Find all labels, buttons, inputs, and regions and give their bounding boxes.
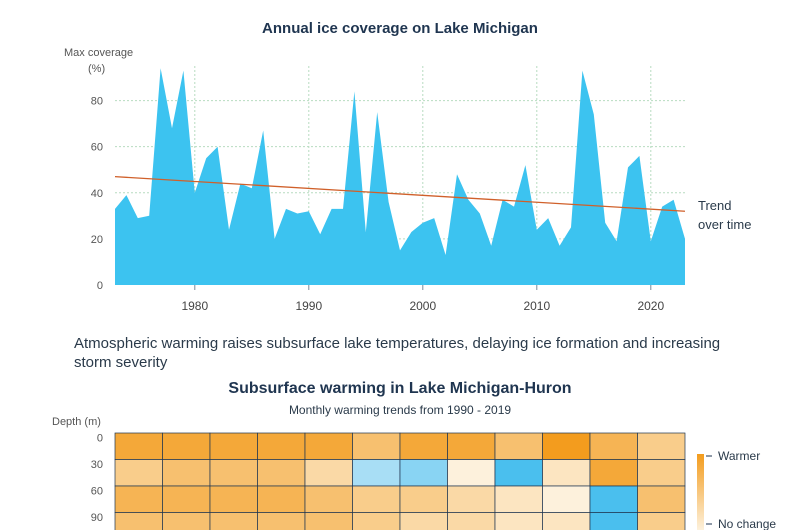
heatmap-cell [209, 459, 258, 487]
heatmap-cell [637, 512, 686, 530]
ice-y-tick-label: 60 [91, 142, 103, 154]
heatmap-cell [447, 432, 496, 460]
heatmap-cell [494, 432, 543, 460]
heatmap-cell [114, 512, 163, 530]
ice-ylabel-line1: Max coverage [64, 47, 133, 59]
heatmap-cell [542, 459, 591, 487]
subsurface-heatmap: Depth (m) 0 30 60 90 Warmer No change [52, 416, 776, 530]
heatmap-cell [447, 459, 496, 487]
ice-y-tick-label: 20 [91, 234, 103, 246]
heatmap-cell [589, 459, 638, 487]
trend-label-line1: Trend [698, 198, 731, 213]
ice-y-tick-label: 40 [91, 188, 103, 200]
ice-coverage-area [115, 68, 685, 285]
heatmap-subtitle: Monthly warming trends from 1990 - 2019 [288, 403, 512, 417]
trend-label-line2: over time [698, 217, 751, 232]
heatmap-cell [589, 432, 638, 460]
heatmap-cell [494, 459, 543, 487]
heatmap-cell [352, 432, 401, 460]
heatmap-cell [494, 512, 543, 530]
heatmap-ylabel: Depth (m) [52, 416, 101, 428]
heatmap-cell [209, 432, 258, 460]
heatmap-cell [304, 459, 353, 487]
heatmap-row-label: 30 [91, 459, 103, 471]
ice-coverage-chart: Max coverage (%) 0 20 40 60 80 1980 1990 2000 20… [64, 47, 751, 313]
heatmap-cell [447, 512, 496, 530]
heatmap-cell [542, 432, 591, 460]
heatmap-cell [162, 459, 211, 487]
heatmap-cell [162, 485, 211, 513]
heatmap-cell [162, 512, 211, 530]
heatmap-row-label: 0 [97, 432, 103, 444]
heatmap-cell [399, 512, 448, 530]
heatmap-cell [399, 485, 448, 513]
heatmap-cell [494, 485, 543, 513]
heatmap-title: Subsurface warming in Lake Michigan-Huro… [228, 380, 572, 397]
caption-text: Atmospheric warming raises subsurface la… [74, 335, 721, 371]
heatmap-cell [352, 512, 401, 530]
ice-chart-title: Annual ice coverage on Lake Michigan [262, 20, 538, 37]
ice-y-tick-label: 0 [97, 280, 103, 292]
heatmap-row-label: 60 [91, 485, 103, 497]
heatmap-cell [637, 485, 686, 513]
heatmap-cell [637, 432, 686, 460]
heatmap-cell [257, 512, 306, 530]
heatmap-cell [447, 485, 496, 513]
heatmap-cell [399, 432, 448, 460]
heatmap-cell [352, 459, 401, 487]
heatmap-cell [304, 485, 353, 513]
heatmap-cell [589, 485, 638, 513]
heatmap-cell [257, 485, 306, 513]
heatmap-cell [542, 512, 591, 530]
heatmap-cell [399, 459, 448, 487]
ice-y-tick-label: 80 [91, 96, 103, 108]
heatmap-cell [114, 459, 163, 487]
legend-warmer-label: Warmer [718, 449, 760, 463]
heatmap-cell [542, 485, 591, 513]
heatmap-cell [114, 432, 163, 460]
trend-line [114, 176, 686, 212]
legend-no-change-label: No change [718, 517, 776, 530]
heatmap-cell [114, 485, 163, 513]
heatmap-cell [209, 512, 258, 530]
heatmap-cell [257, 432, 306, 460]
heatmap-cell [162, 432, 211, 460]
heatmap-cell [257, 459, 306, 487]
legend-gradient-bar [697, 454, 704, 530]
ice-x-tick-label: 1980 [181, 299, 208, 313]
heatmap-cell [209, 485, 258, 513]
heatmap-cell [304, 432, 353, 460]
heatmap-cell [637, 459, 686, 487]
heatmap-cell [589, 512, 638, 530]
ice-x-tick-label: 2020 [637, 299, 664, 313]
ice-x-tick-label: 2000 [409, 299, 436, 313]
heatmap-row-label: 90 [91, 512, 103, 524]
ice-x-tick-label: 1990 [295, 299, 322, 313]
heatmap-cell [352, 485, 401, 513]
ice-ylabel-line2: (%) [88, 63, 105, 75]
heatmap-cell [304, 512, 353, 530]
ice-x-tick-label: 2010 [523, 299, 550, 313]
